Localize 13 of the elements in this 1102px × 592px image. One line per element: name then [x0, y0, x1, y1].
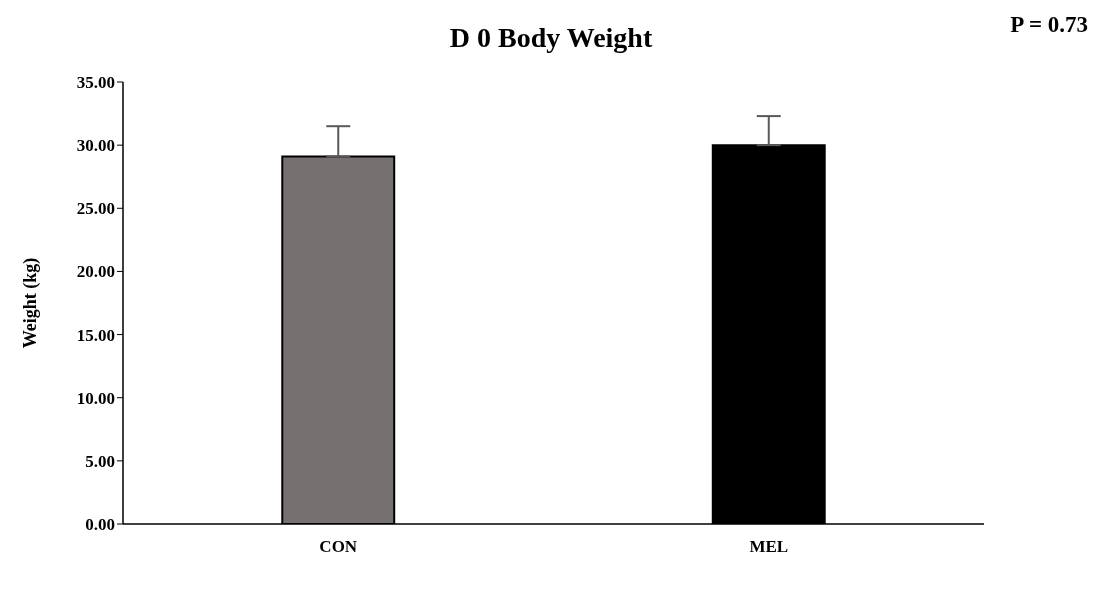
y-tick-label: 10.00 [76, 388, 115, 408]
y-tick-label: 5.00 [85, 451, 115, 471]
x-tick-label: MEL [749, 537, 789, 557]
text: P = 0.73 [1010, 12, 1088, 38]
y-tick-label: 30.00 [76, 136, 115, 156]
y-tick-label: 25.00 [76, 199, 115, 219]
y-tick-label: 15.00 [76, 325, 115, 345]
y-tick-label: 0.00 [85, 515, 115, 535]
y-tick-label: 35.00 [76, 73, 115, 93]
chart-title: D 0 Body Weight [449, 22, 653, 53]
x-tick-label: CON [319, 537, 358, 557]
y-axis-title: Weight (kg) [20, 257, 42, 349]
y-tick-label: 20.00 [76, 262, 115, 282]
